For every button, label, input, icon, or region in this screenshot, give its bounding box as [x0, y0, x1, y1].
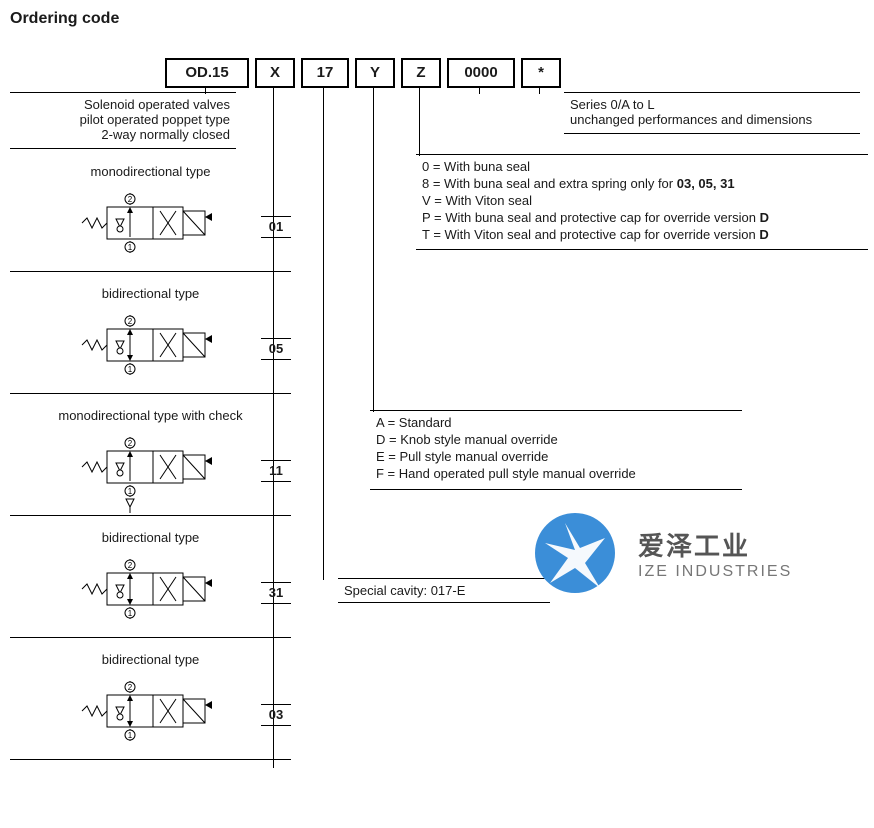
company-logo: 爱泽工业 IZE INDUSTRIES — [530, 508, 792, 598]
svg-text:1: 1 — [128, 243, 133, 252]
svg-text:2: 2 — [128, 683, 133, 692]
variant-label: monodirectional type — [10, 158, 291, 183]
variant-row: bidirectional type 2 1 31 — [10, 524, 291, 638]
y-option-row: D = Knob style manual override — [376, 432, 736, 449]
logo-text-en: IZE INDUSTRIES — [638, 563, 792, 581]
code-box-5: 0000 — [447, 58, 515, 88]
variant-row: monodirectional type with check 2 1 11 — [10, 402, 291, 516]
code-box-6: * — [521, 58, 561, 88]
svg-text:1: 1 — [128, 487, 133, 496]
ordering-diagram: OD.15 X 17 Y Z 0000 * Solenoid operated … — [10, 48, 864, 818]
logo-icon — [530, 508, 620, 598]
left-desc-line: 2-way normally closed — [10, 127, 230, 142]
connector-line — [419, 86, 420, 156]
svg-text:2: 2 — [128, 439, 133, 448]
valve-symbol: 2 1 — [80, 437, 220, 518]
code-box-2: 17 — [301, 58, 349, 88]
connector-line — [323, 86, 324, 580]
left-desc-line: pilot operated poppet type — [10, 112, 230, 127]
svg-text:1: 1 — [128, 365, 133, 374]
code-box-0: OD.15 — [165, 58, 249, 88]
y-option-row: E = Pull style manual override — [376, 449, 736, 466]
variant-label: monodirectional type with check — [10, 402, 291, 427]
z-option-row: T = With Viton seal and protective cap f… — [422, 227, 862, 244]
z-option-row: P = With buna seal and protective cap fo… — [422, 210, 862, 227]
valve-symbol: 2 1 — [80, 315, 220, 396]
z-option-box: 0 = With buna seal8 = With buna seal and… — [416, 154, 868, 250]
left-desc-line: Solenoid operated valves — [10, 97, 230, 112]
variant-code: 01 — [261, 216, 291, 238]
svg-text:2: 2 — [128, 317, 133, 326]
cavity-text: Special cavity: 017-E — [344, 583, 465, 598]
variant-code: 05 — [261, 338, 291, 360]
variant-row: bidirectional type 2 1 03 — [10, 646, 291, 760]
logo-text-cn: 爱泽工业 — [638, 526, 792, 563]
valve-symbol: 2 1 — [80, 559, 220, 640]
variant-label: bidirectional type — [10, 524, 291, 549]
variant-code: 03 — [261, 704, 291, 726]
connector-line — [479, 86, 480, 94]
cavity-box: Special cavity: 017-E — [338, 578, 550, 603]
variant-row: monodirectional type 2 1 01 — [10, 158, 291, 272]
right-desc-line: Series 0/A to L — [570, 97, 860, 112]
variant-code: 31 — [261, 582, 291, 604]
svg-text:1: 1 — [128, 731, 133, 740]
variant-code: 11 — [261, 460, 291, 482]
z-option-row: 8 = With buna seal and extra spring only… — [422, 176, 862, 193]
svg-text:1: 1 — [128, 609, 133, 618]
page-title: Ordering code — [10, 10, 874, 28]
svg-text:2: 2 — [128, 561, 133, 570]
z-option-row: 0 = With buna seal — [422, 159, 862, 176]
valve-symbol: 2 1 — [80, 193, 220, 274]
y-option-row: A = Standard — [376, 415, 736, 432]
variant-label: bidirectional type — [10, 646, 291, 671]
connector-line — [539, 86, 540, 94]
connector-line — [205, 86, 206, 94]
y-option-box: A = StandardD = Knob style manual overri… — [370, 410, 742, 490]
y-option-row: F = Hand operated pull style manual over… — [376, 466, 736, 483]
connector-line — [373, 86, 374, 412]
variant-label: bidirectional type — [10, 280, 291, 305]
valve-symbol: 2 1 — [80, 681, 220, 762]
code-box-4: Z — [401, 58, 441, 88]
right-description: Series 0/A to L unchanged performances a… — [564, 92, 860, 134]
left-description: Solenoid operated valves pilot operated … — [10, 92, 236, 149]
code-box-1: X — [255, 58, 295, 88]
variant-row: bidirectional type 2 1 05 — [10, 280, 291, 394]
svg-text:2: 2 — [128, 195, 133, 204]
code-box-3: Y — [355, 58, 395, 88]
z-option-row: V = With Viton seal — [422, 193, 862, 210]
right-desc-line: unchanged performances and dimensions — [570, 112, 860, 127]
